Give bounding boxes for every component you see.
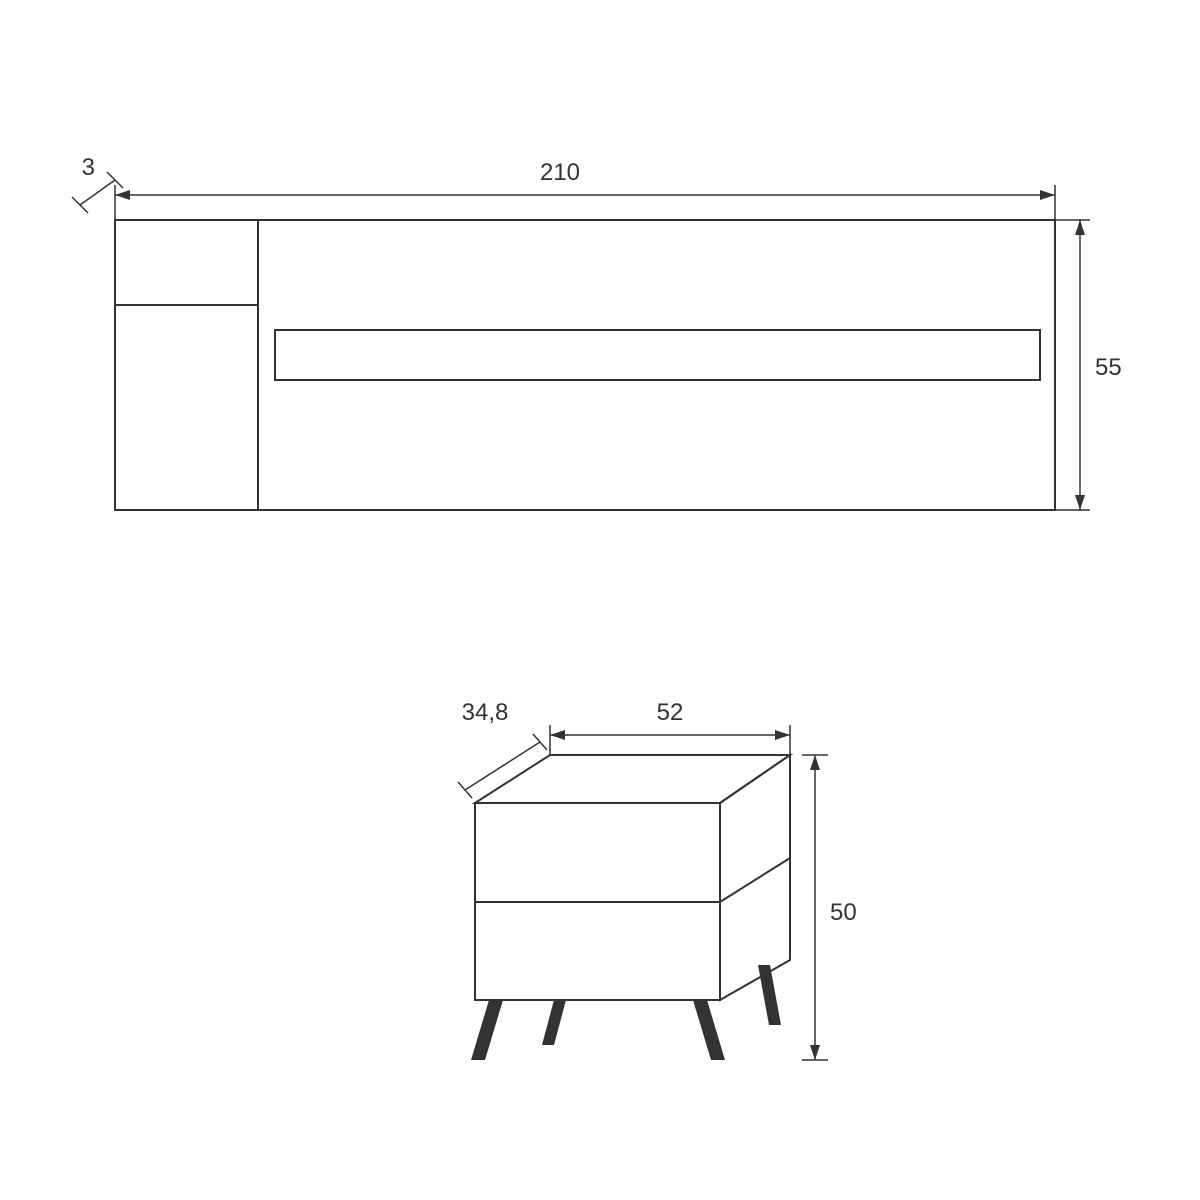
headboard-drawing: 210 3 55 (72, 154, 1122, 510)
nightstand-width-dim: 52 (550, 699, 790, 755)
headboard-body (115, 220, 1055, 510)
headboard-width-dim: 210 (115, 159, 1055, 220)
nightstand-height-dim: 50 (802, 755, 857, 1060)
nightstand-drawing: 52 34,8 50 (458, 699, 857, 1060)
headboard-height-label: 55 (1095, 354, 1122, 381)
headboard-width-label: 210 (540, 159, 580, 186)
nightstand-legs (471, 965, 781, 1060)
nightstand-height-label: 50 (830, 899, 857, 926)
headboard-depth-label: 3 (82, 154, 95, 181)
dimension-diagram: 210 3 55 (0, 0, 1200, 1200)
nightstand-width-label: 52 (657, 699, 684, 726)
nightstand-depth-dim: 34,8 (458, 699, 547, 798)
nightstand-depth-label: 34,8 (462, 699, 509, 726)
headboard-height-dim: 55 (1055, 220, 1122, 510)
nightstand-body (475, 755, 790, 1000)
